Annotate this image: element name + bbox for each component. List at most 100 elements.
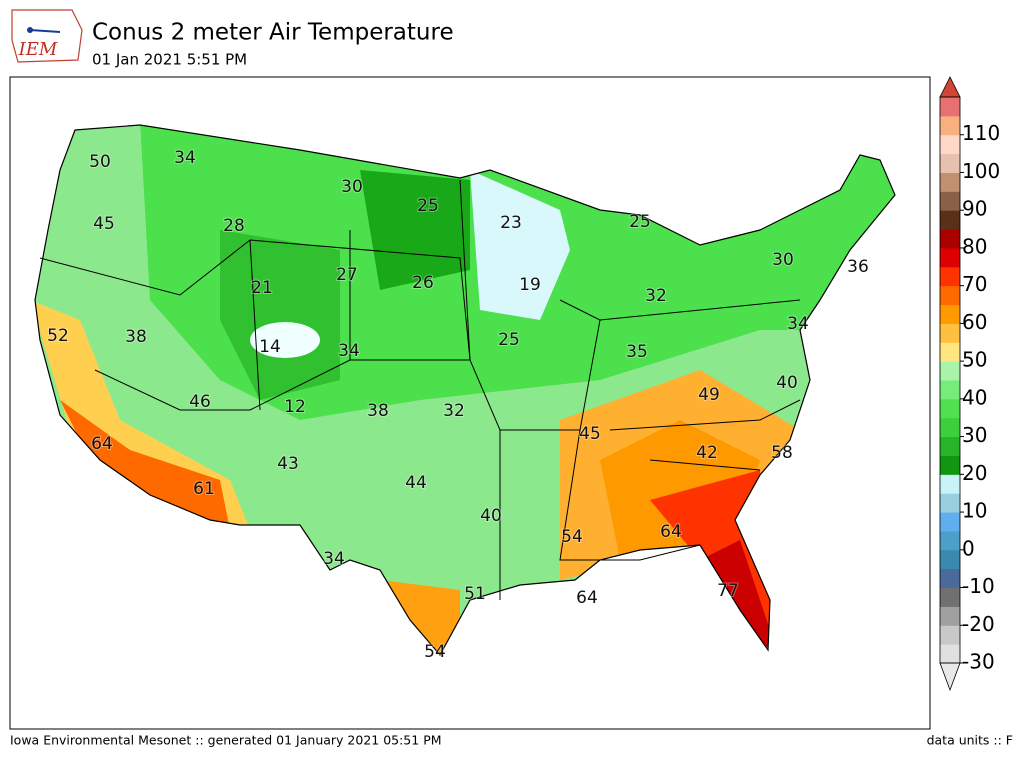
colorbar-segment <box>940 172 960 192</box>
contour-label: 46 <box>189 392 211 412</box>
colorbar-segment <box>940 115 960 136</box>
colorbar-segment <box>940 587 960 607</box>
colorbar-tick-label: 20 <box>962 461 987 485</box>
colorbar-tick-label: -30 <box>962 650 995 674</box>
colorbar-tick-label: 0 <box>962 536 975 560</box>
colorbar-segment <box>940 266 960 287</box>
contour-label: 40 <box>480 506 502 526</box>
footer-right: data units :: F <box>927 733 1013 748</box>
colorbar-tick-label: 40 <box>962 385 987 409</box>
contour-label: 45 <box>579 424 601 444</box>
colorbar-segment <box>940 304 960 324</box>
contour-label: 32 <box>645 286 667 306</box>
colorbar-segment <box>940 285 960 306</box>
colorbar-segment <box>940 606 960 626</box>
contour-label: 34 <box>338 341 360 361</box>
colorbar-tick-label: -20 <box>962 612 995 636</box>
colorbar-segment <box>940 436 960 456</box>
colorbar-segment <box>940 417 960 438</box>
colorbar-segment <box>940 247 960 268</box>
contour-label: 34 <box>174 148 196 168</box>
colorbar-segment <box>940 398 960 419</box>
colorbar-segment <box>940 380 960 400</box>
state-borders <box>39 179 801 600</box>
contour-label: 40 <box>776 373 798 393</box>
colorbar-segment <box>940 493 960 513</box>
colorbar-segment <box>940 134 960 155</box>
colorbar-tick-label: 50 <box>962 348 987 372</box>
contour-label: 64 <box>91 434 113 454</box>
colorbar-segment <box>940 568 960 589</box>
colorbar-segment <box>940 474 960 494</box>
colorbar-tick-label: 110 <box>962 121 1000 145</box>
contour-label: 30 <box>772 250 794 270</box>
contour-label: 52 <box>47 326 69 346</box>
contour-label: 23 <box>500 213 522 233</box>
contour-label: 42 <box>696 443 718 463</box>
colorbar-segment <box>940 512 960 532</box>
colorbar-segment <box>940 191 960 211</box>
colorbar-tick-label: 80 <box>962 234 987 258</box>
title: Conus 2 meter Air Temperature <box>92 20 454 46</box>
contour-label: 21 <box>251 278 273 298</box>
subtitle: 01 Jan 2021 5:51 PM <box>92 51 247 69</box>
contour-label: 38 <box>125 327 147 347</box>
contour-label: 51 <box>464 584 486 604</box>
colorbar-tick-label: -10 <box>962 574 995 598</box>
contour-label: 34 <box>323 549 345 569</box>
contour-label: 30 <box>341 177 363 197</box>
contour-label: 54 <box>561 527 583 547</box>
contour-label: 36 <box>847 257 869 277</box>
contour-label: 14 <box>259 337 281 357</box>
contour-label: 34 <box>787 314 809 334</box>
colorbar-segment <box>940 229 960 249</box>
temperature-field <box>35 125 895 655</box>
colorbar-segment <box>940 644 960 664</box>
logo-text: IEM <box>18 39 58 60</box>
colorbar-tick-label: 30 <box>962 423 987 447</box>
logo: IEM <box>11 9 83 63</box>
colorbar-tick-label: 90 <box>962 197 987 221</box>
colorbar-tick-label: 100 <box>962 159 1000 183</box>
contour-label: 27 <box>336 265 358 285</box>
contour-label: 64 <box>576 588 598 608</box>
contour-label: 43 <box>277 454 299 474</box>
colorbar-segment <box>940 455 960 475</box>
contour-label: 77 <box>717 581 739 601</box>
contour-label: 38 <box>367 401 389 421</box>
contour-label: 28 <box>223 216 245 236</box>
contour-label: 58 <box>771 443 793 463</box>
contour-label: 49 <box>698 385 720 405</box>
colorbar-frame <box>939 96 961 664</box>
contour-label: 35 <box>626 342 648 362</box>
contour-label: 25 <box>498 330 520 350</box>
contour-label: 25 <box>629 212 651 232</box>
colorbar-extend-high <box>939 76 961 98</box>
colorbar-segment <box>940 323 960 343</box>
contour-label: 25 <box>417 196 439 216</box>
colorbar-segment <box>940 625 960 645</box>
contour-label: 54 <box>424 642 446 662</box>
contour-label: 32 <box>443 401 465 421</box>
colorbar-tick-label: 60 <box>962 310 987 334</box>
colorbar-segment <box>940 97 960 117</box>
colorbar-tick-label: 10 <box>962 499 987 523</box>
footer-left: Iowa Environmental Mesonet :: generated … <box>10 733 442 748</box>
colorbar-extend-low <box>939 662 961 692</box>
colorbar-segment <box>940 153 960 173</box>
colorbar-segment <box>940 210 960 230</box>
colorbar-tick-label: 70 <box>962 272 987 296</box>
colorbar-segment <box>940 342 960 362</box>
colorbar-segment <box>940 530 960 551</box>
colorbar-segment <box>940 361 960 381</box>
contour-label: 50 <box>89 152 111 172</box>
contour-label: 44 <box>405 473 427 493</box>
contour-label: 19 <box>519 275 541 295</box>
contour-label: 61 <box>193 479 215 499</box>
contour-label: 64 <box>660 522 682 542</box>
contour-label: 26 <box>412 273 434 293</box>
contour-label: 45 <box>93 214 115 234</box>
colorbar-segment <box>940 549 960 570</box>
contour-label: 12 <box>284 397 306 417</box>
